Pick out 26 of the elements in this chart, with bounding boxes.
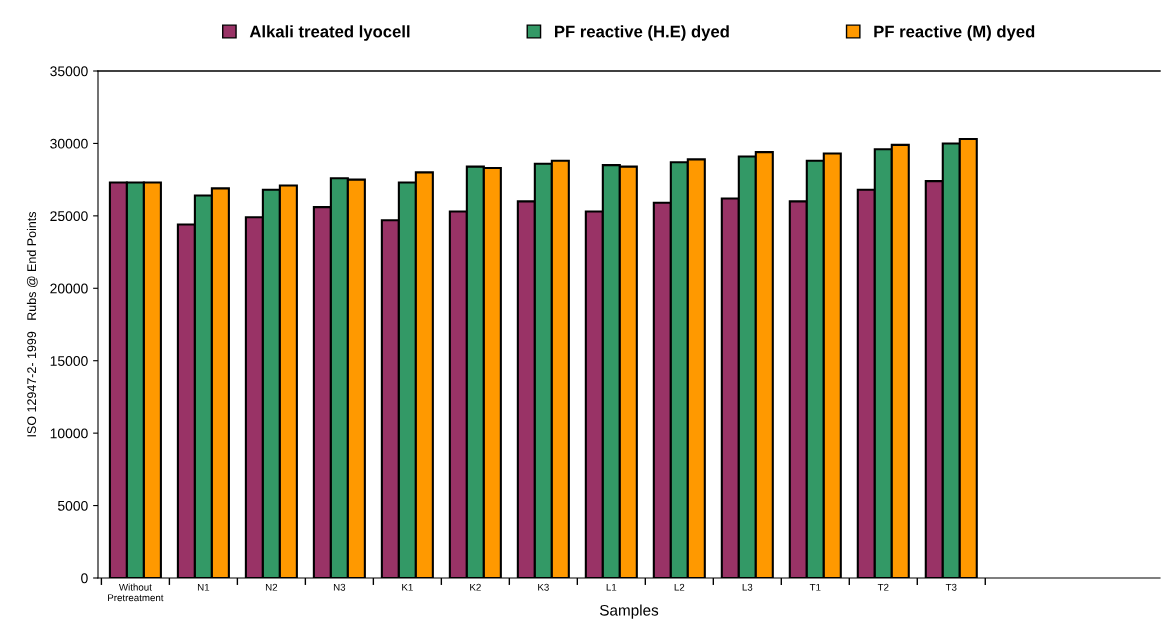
y-tick-label: 20000: [50, 283, 88, 294]
x-tick-label: L3: [742, 583, 753, 591]
x-axis-title: Samples: [599, 604, 659, 619]
legend-label: PF reactive (M) dyed: [874, 25, 1035, 41]
legend-label: Alkali treated lyocell: [249, 25, 410, 41]
x-tick-label: K2: [470, 583, 481, 591]
y-tick-label: 30000: [50, 138, 88, 149]
y-tick-label: 25000: [50, 211, 88, 222]
y-tick-label: 5000: [57, 500, 88, 511]
x-tick-label: N1: [197, 583, 210, 591]
y-tick-label: 10000: [50, 428, 88, 439]
x-tick-label: K1: [402, 583, 413, 591]
x-tick-label: Without Pretreatment: [108, 583, 164, 602]
y-axis-title: ISO 12947-2- 1999 Rubs @ End Points: [26, 211, 38, 437]
x-tick-label: T1: [809, 583, 821, 591]
x-tick-label: K3: [538, 583, 549, 591]
y-tick-label: 0: [81, 573, 88, 584]
x-tick-label: N3: [333, 583, 346, 591]
x-tick-label: L2: [674, 583, 685, 591]
x-tick-label: L1: [606, 583, 617, 591]
y-tick-label: 35000: [50, 66, 88, 77]
y-tick-label: 15000: [50, 356, 88, 366]
x-tick-label: T3: [945, 583, 957, 591]
legend-label: PF reactive (H.E) dyed: [555, 25, 729, 41]
x-tick-label: T2: [877, 583, 889, 591]
x-tick-label: N2: [265, 583, 278, 591]
